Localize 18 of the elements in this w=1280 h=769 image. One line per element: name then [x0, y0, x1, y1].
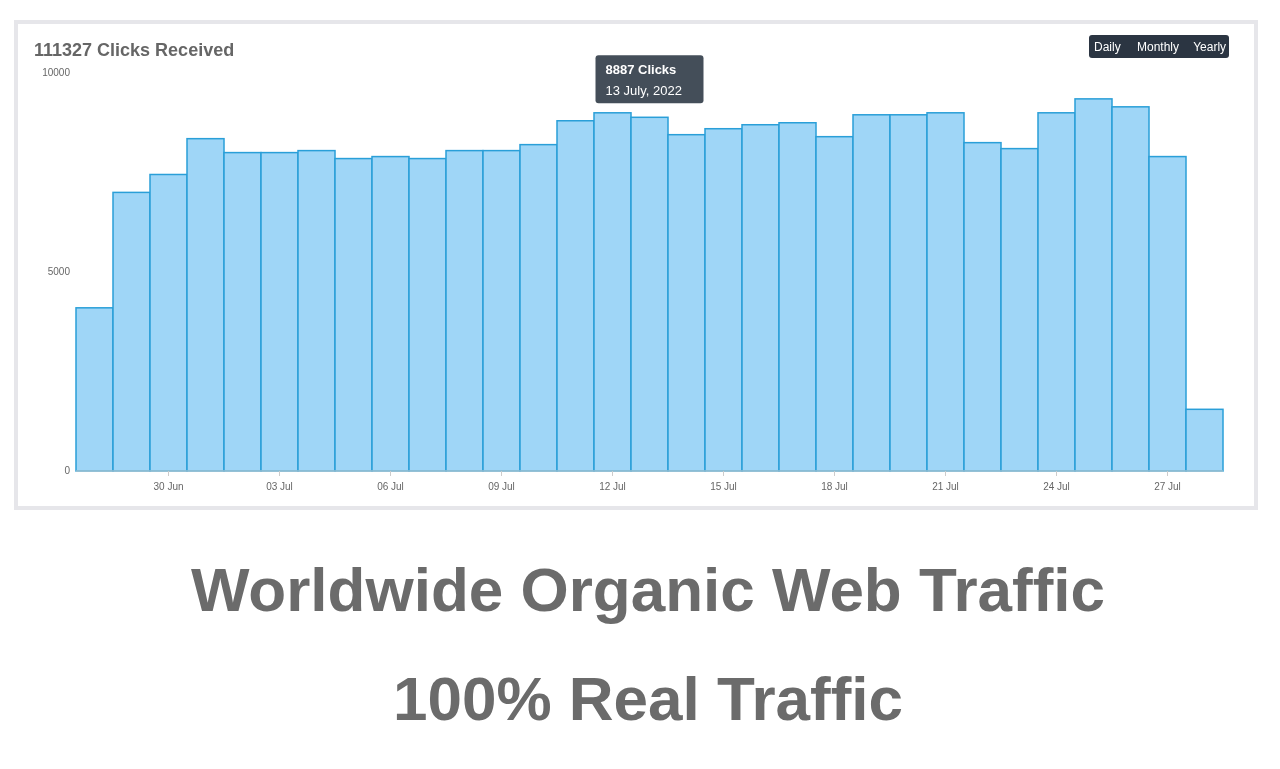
x-tick-label: 09 Jul — [488, 481, 515, 492]
annotation: 8887 Clicks 13 July, 2022 — [605, 62, 682, 99]
x-tick-label: 03 Jul — [266, 481, 293, 492]
x-tick-label: 18 Jul — [821, 481, 848, 492]
y-tick-label: 5000 — [47, 266, 71, 277]
y-tick-label: 0 — [64, 465, 71, 476]
text: 111327 Clicks Received — [34, 40, 235, 60]
x-tick-label: 30 Jun — [153, 481, 184, 492]
x-tick-label: 21 Jul — [932, 481, 959, 492]
text: Worldwide Organic Web Traffic — [190, 555, 1106, 624]
y-tick-label: 10000 — [42, 67, 71, 78]
period-toggle: Daily Monthly Yearly — [1089, 35, 1229, 58]
x-tick-label: 06 Jul — [377, 481, 404, 492]
x-tick-label: 12 Jul — [599, 481, 626, 492]
text: 100% Real Traffic — [392, 664, 904, 733]
x-tick-label: 27 Jul — [1154, 481, 1181, 492]
x-tick-label: 15 Jul — [710, 481, 737, 492]
x-tick-label: 24 Jul — [1043, 481, 1070, 492]
